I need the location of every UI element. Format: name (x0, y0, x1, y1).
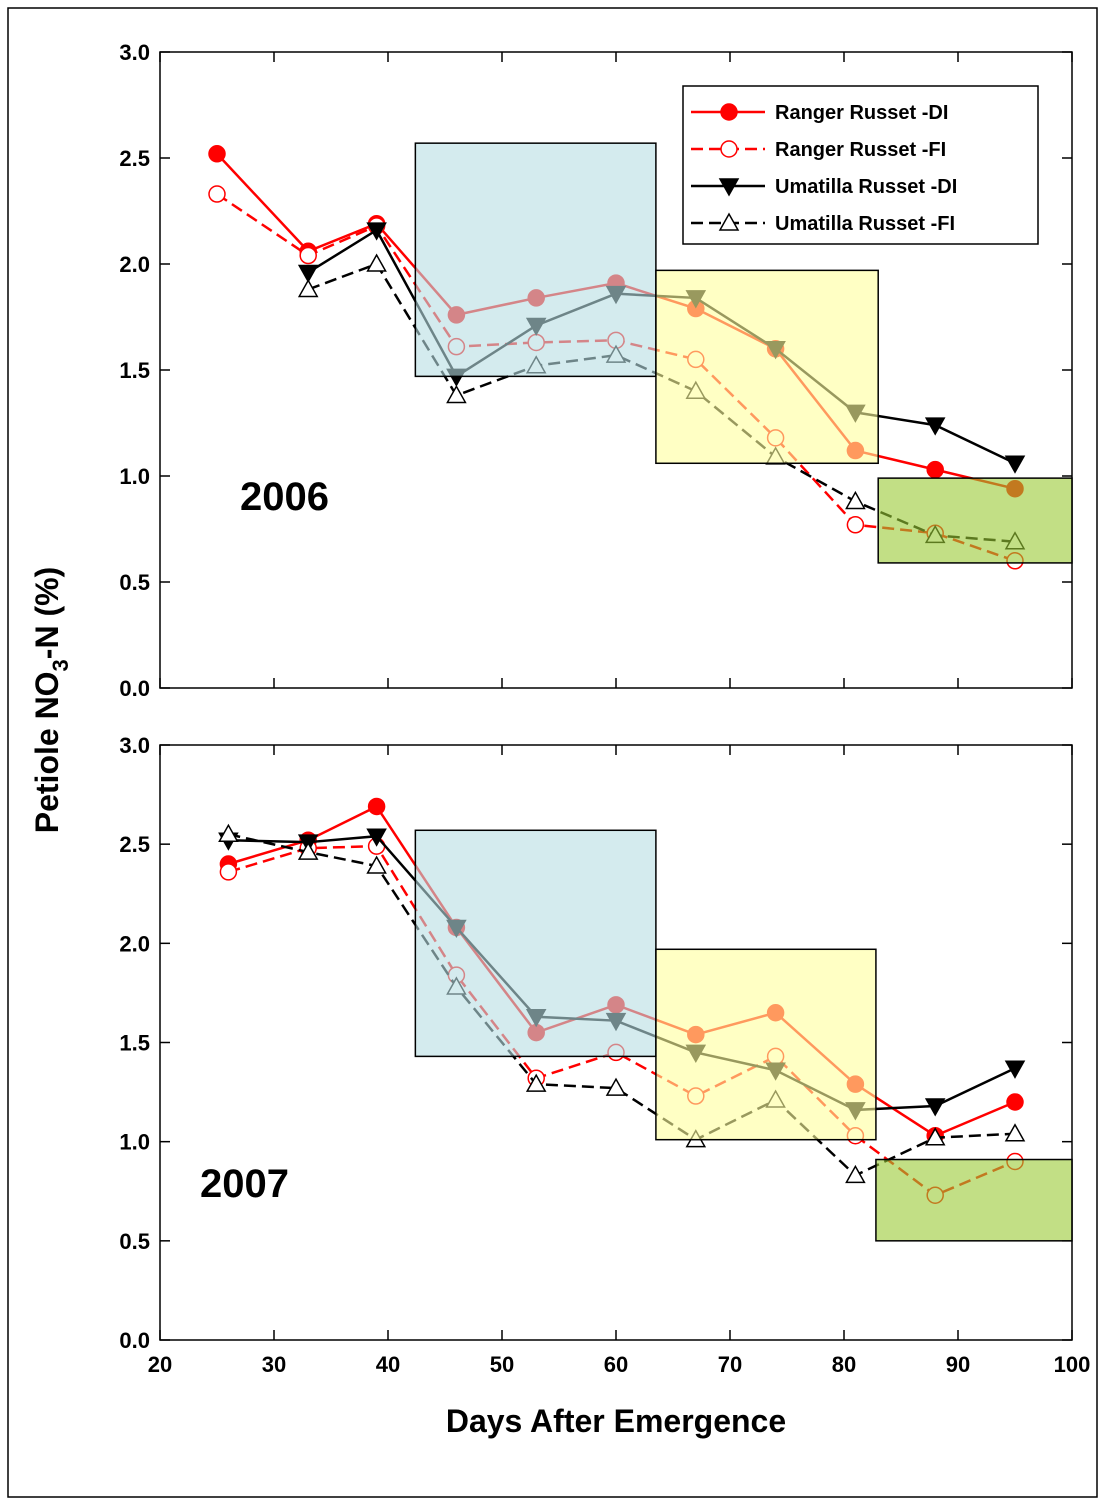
point (297, 841, 319, 860)
shaded-region (875, 1158, 1073, 1242)
y-label-main: Petiole NO (29, 671, 65, 833)
shaded-region (655, 269, 879, 465)
point (219, 863, 238, 881)
series-line (228, 844, 1016, 1197)
x-tick-label: 100 (1054, 1352, 1091, 1377)
y-tick-label: 0.5 (119, 570, 150, 595)
point (924, 417, 946, 436)
point (297, 264, 319, 284)
y-tick-label: 2.0 (119, 252, 150, 277)
series-line (228, 833, 1016, 1177)
point (366, 222, 387, 241)
y-tick-label: 0.0 (119, 676, 150, 701)
point (297, 278, 319, 298)
y-axis-label: Petiole NO3-N (%) (29, 567, 73, 833)
x-tick-label: 60 (604, 1352, 628, 1377)
x-tick-label: 40 (376, 1352, 400, 1377)
point (1004, 1060, 1026, 1079)
shaded-region (414, 829, 657, 1058)
legend-label: Ranger Russet -FI (775, 139, 946, 161)
y-tick-label: 3.0 (119, 733, 150, 758)
point (208, 185, 226, 203)
point (366, 253, 387, 272)
point (446, 384, 467, 404)
x-tick-label: 80 (832, 1352, 856, 1377)
y-tick-label: 2.5 (119, 146, 150, 171)
point (846, 516, 865, 534)
x-axis-label: Days After Emergence (446, 1403, 786, 1439)
point (845, 490, 866, 510)
x-tick-label: 90 (946, 1352, 970, 1377)
shaded-region (877, 477, 1073, 564)
legend-label: Umatilla Russet -DI (775, 176, 957, 198)
legend-label: Ranger Russet -DI (775, 102, 948, 124)
legend-marker (718, 178, 740, 197)
point (1004, 1123, 1026, 1142)
shaded-region (414, 142, 657, 378)
point (926, 460, 944, 479)
point (1006, 1093, 1024, 1111)
legend-marker (718, 212, 740, 231)
x-tick-label: 30 (262, 1352, 286, 1377)
y-tick-label: 0.0 (119, 1328, 150, 1353)
y-label-sub: 3 (48, 659, 73, 671)
y-label-tail: -N (%) (29, 567, 65, 659)
y-tick-label: 1.5 (119, 358, 150, 383)
y-tick-label: 3.0 (119, 40, 150, 65)
point (924, 1127, 946, 1146)
point (605, 1077, 627, 1096)
x-tick-label: 70 (718, 1352, 742, 1377)
point (525, 1073, 547, 1092)
panel-label: 2006 (240, 475, 329, 519)
x-tick-label: 20 (148, 1352, 172, 1377)
y-tick-label: 1.5 (119, 1031, 150, 1056)
legend-label: Umatilla Russet -FI (775, 213, 955, 235)
y-tick-label: 2.5 (119, 832, 150, 857)
y-tick-label: 1.0 (119, 1130, 150, 1155)
point (1004, 455, 1026, 474)
point (208, 145, 226, 163)
point (299, 246, 317, 265)
point (367, 797, 386, 816)
y-tick-label: 0.5 (119, 1229, 150, 1254)
y-tick-label: 1.0 (119, 464, 150, 489)
point (924, 1098, 946, 1117)
point (366, 855, 387, 874)
legend-marker (720, 103, 738, 121)
panel-label: 2007 (200, 1162, 289, 1206)
x-tick-label: 50 (490, 1352, 514, 1377)
point (366, 828, 387, 847)
point (218, 823, 239, 842)
legend-marker (720, 140, 738, 158)
shaded-region (655, 948, 877, 1141)
y-tick-label: 2.0 (119, 931, 150, 956)
point (845, 1164, 866, 1184)
